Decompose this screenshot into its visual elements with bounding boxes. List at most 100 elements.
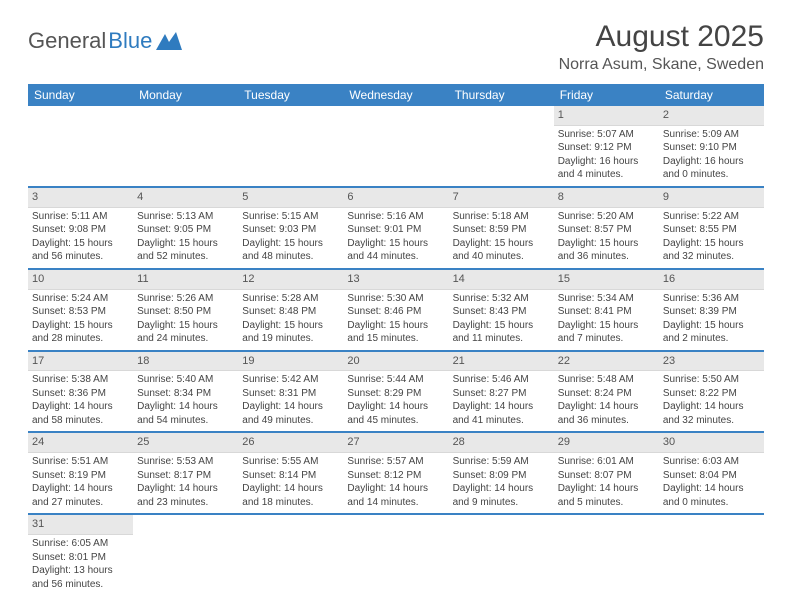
day-d1: Daylight: 14 hours [663, 482, 760, 496]
day-d2: and 56 minutes. [32, 250, 129, 264]
day-cell: 9Sunrise: 5:22 AMSunset: 8:55 PMDaylight… [659, 188, 764, 268]
day-d1: Daylight: 15 hours [453, 237, 550, 251]
day-empty [659, 515, 764, 595]
day-ss: Sunset: 8:41 PM [558, 305, 655, 319]
day-empty [238, 515, 343, 595]
week-row: 31Sunrise: 6:05 AMSunset: 8:01 PMDayligh… [28, 515, 764, 595]
day-d2: and 0 minutes. [663, 168, 760, 182]
day-ss: Sunset: 8:22 PM [663, 387, 760, 401]
month-title: August 2025 [559, 20, 764, 54]
logo-text-1: General [28, 28, 106, 54]
day-d1: Daylight: 15 hours [137, 237, 234, 251]
day-cell: 8Sunrise: 5:20 AMSunset: 8:57 PMDaylight… [554, 188, 659, 268]
day-cell: 3Sunrise: 5:11 AMSunset: 9:08 PMDaylight… [28, 188, 133, 268]
calendar-page: GeneralBlue August 2025 Norra Asum, Skan… [0, 0, 792, 615]
day-cell: 4Sunrise: 5:13 AMSunset: 9:05 PMDaylight… [133, 188, 238, 268]
day-number: 21 [449, 352, 554, 372]
day-number: 3 [28, 188, 133, 208]
weekday-label: Thursday [449, 84, 554, 106]
day-d1: Daylight: 14 hours [242, 400, 339, 414]
day-cell: 12Sunrise: 5:28 AMSunset: 8:48 PMDayligh… [238, 270, 343, 350]
day-sr: Sunrise: 5:15 AM [242, 210, 339, 224]
day-cell: 5Sunrise: 5:15 AMSunset: 9:03 PMDaylight… [238, 188, 343, 268]
day-number: 29 [554, 433, 659, 453]
day-ss: Sunset: 8:19 PM [32, 469, 129, 483]
day-cell: 27Sunrise: 5:57 AMSunset: 8:12 PMDayligh… [343, 433, 448, 513]
day-d1: Daylight: 14 hours [453, 400, 550, 414]
day-ss: Sunset: 8:01 PM [32, 551, 129, 565]
day-d1: Daylight: 14 hours [137, 482, 234, 496]
day-d1: Daylight: 14 hours [347, 482, 444, 496]
day-sr: Sunrise: 5:53 AM [137, 455, 234, 469]
day-ss: Sunset: 8:36 PM [32, 387, 129, 401]
day-d1: Daylight: 14 hours [558, 482, 655, 496]
day-d2: and 54 minutes. [137, 414, 234, 428]
logo-icon [156, 32, 182, 50]
day-sr: Sunrise: 5:59 AM [453, 455, 550, 469]
weekday-label: Saturday [659, 84, 764, 106]
day-d2: and 44 minutes. [347, 250, 444, 264]
day-ss: Sunset: 8:12 PM [347, 469, 444, 483]
day-d1: Daylight: 14 hours [558, 400, 655, 414]
day-d2: and 9 minutes. [453, 496, 550, 510]
day-cell: 30Sunrise: 6:03 AMSunset: 8:04 PMDayligh… [659, 433, 764, 513]
day-d2: and 23 minutes. [137, 496, 234, 510]
day-cell: 15Sunrise: 5:34 AMSunset: 8:41 PMDayligh… [554, 270, 659, 350]
weekday-header: Sunday Monday Tuesday Wednesday Thursday… [28, 84, 764, 106]
day-ss: Sunset: 8:48 PM [242, 305, 339, 319]
day-sr: Sunrise: 5:09 AM [663, 128, 760, 142]
day-ss: Sunset: 9:10 PM [663, 141, 760, 155]
day-d2: and 11 minutes. [453, 332, 550, 346]
day-d2: and 52 minutes. [137, 250, 234, 264]
day-empty [133, 106, 238, 186]
day-ss: Sunset: 8:50 PM [137, 305, 234, 319]
weekday-label: Monday [133, 84, 238, 106]
day-sr: Sunrise: 5:13 AM [137, 210, 234, 224]
day-number: 16 [659, 270, 764, 290]
day-d2: and 40 minutes. [453, 250, 550, 264]
day-empty [554, 515, 659, 595]
day-ss: Sunset: 8:17 PM [137, 469, 234, 483]
day-cell: 19Sunrise: 5:42 AMSunset: 8:31 PMDayligh… [238, 352, 343, 432]
day-d1: Daylight: 15 hours [663, 237, 760, 251]
day-ss: Sunset: 8:53 PM [32, 305, 129, 319]
day-sr: Sunrise: 5:30 AM [347, 292, 444, 306]
day-sr: Sunrise: 5:22 AM [663, 210, 760, 224]
day-ss: Sunset: 8:43 PM [453, 305, 550, 319]
calendar: Sunday Monday Tuesday Wednesday Thursday… [28, 84, 764, 595]
weekday-label: Friday [554, 84, 659, 106]
day-number: 11 [133, 270, 238, 290]
day-cell: 13Sunrise: 5:30 AMSunset: 8:46 PMDayligh… [343, 270, 448, 350]
day-cell: 29Sunrise: 6:01 AMSunset: 8:07 PMDayligh… [554, 433, 659, 513]
day-d2: and 18 minutes. [242, 496, 339, 510]
day-cell: 23Sunrise: 5:50 AMSunset: 8:22 PMDayligh… [659, 352, 764, 432]
day-sr: Sunrise: 5:28 AM [242, 292, 339, 306]
day-d2: and 49 minutes. [242, 414, 339, 428]
day-d1: Daylight: 14 hours [32, 482, 129, 496]
day-number: 8 [554, 188, 659, 208]
day-d2: and 15 minutes. [347, 332, 444, 346]
day-cell: 7Sunrise: 5:18 AMSunset: 8:59 PMDaylight… [449, 188, 554, 268]
day-number: 9 [659, 188, 764, 208]
day-number: 25 [133, 433, 238, 453]
day-number: 24 [28, 433, 133, 453]
day-ss: Sunset: 9:05 PM [137, 223, 234, 237]
day-d1: Daylight: 15 hours [453, 319, 550, 333]
day-d1: Daylight: 16 hours [558, 155, 655, 169]
day-d2: and 36 minutes. [558, 250, 655, 264]
weekday-label: Wednesday [343, 84, 448, 106]
day-number: 13 [343, 270, 448, 290]
day-d2: and 19 minutes. [242, 332, 339, 346]
day-empty [449, 515, 554, 595]
day-sr: Sunrise: 5:18 AM [453, 210, 550, 224]
day-empty [343, 106, 448, 186]
day-ss: Sunset: 9:08 PM [32, 223, 129, 237]
day-cell: 21Sunrise: 5:46 AMSunset: 8:27 PMDayligh… [449, 352, 554, 432]
day-ss: Sunset: 8:59 PM [453, 223, 550, 237]
day-cell: 2Sunrise: 5:09 AMSunset: 9:10 PMDaylight… [659, 106, 764, 186]
day-sr: Sunrise: 5:32 AM [453, 292, 550, 306]
day-number: 14 [449, 270, 554, 290]
day-number: 17 [28, 352, 133, 372]
day-number: 31 [28, 515, 133, 535]
day-cell: 6Sunrise: 5:16 AMSunset: 9:01 PMDaylight… [343, 188, 448, 268]
